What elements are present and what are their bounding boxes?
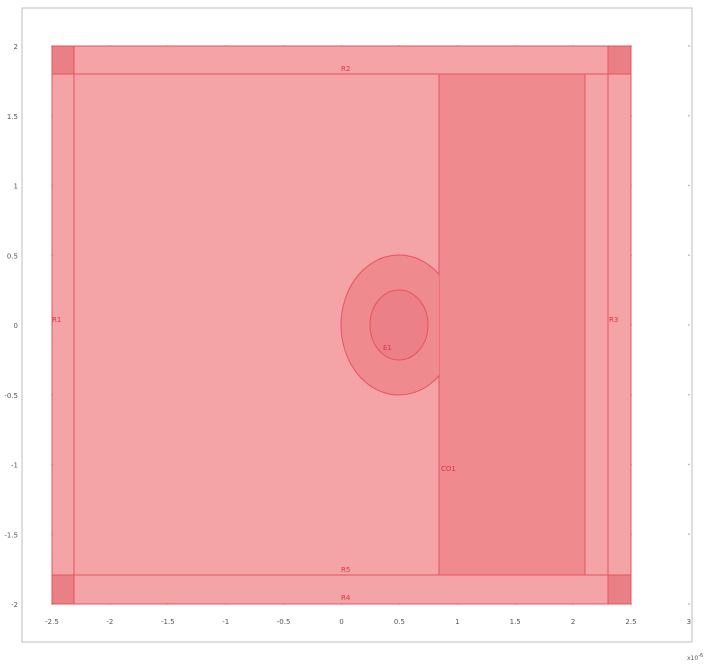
- plot-frame: [21, 7, 693, 643]
- grid-dot: [688, 254, 690, 257]
- grid-dot: [688, 393, 690, 396]
- grid-dot: [688, 533, 690, 536]
- x-tick-label: 1.5: [510, 618, 521, 626]
- y-tick-label: -2: [11, 601, 18, 609]
- label-e1: E1: [383, 344, 392, 352]
- x-tick-label: -1: [222, 618, 229, 626]
- x-tick-label: -2.5: [45, 618, 59, 626]
- y-tick-label: 0: [14, 322, 18, 330]
- y-tick-label: 2: [14, 43, 18, 51]
- x-tick-label: 3: [687, 618, 691, 626]
- x-tick-label: 2.5: [625, 618, 636, 626]
- x-axis-ticks: -2.5 -2 -1.5 -1 -0.5 0 0.5 1 1.5 2 2.5 3: [45, 618, 691, 626]
- y-tick-label: -1.5: [4, 531, 18, 539]
- co1-domain[interactable]: [438, 73, 586, 576]
- grid-dot: [688, 463, 690, 466]
- label-r3: R3: [609, 316, 618, 324]
- y-tick-label: -1: [11, 462, 18, 470]
- grid-dot: [688, 45, 690, 47]
- y-tick-label: 0.5: [7, 252, 18, 260]
- x-tick-label: -1.5: [161, 618, 175, 626]
- label-co1: CO1: [441, 465, 456, 473]
- corner-bottom-left[interactable]: [51, 574, 75, 605]
- corner-top-right[interactable]: [607, 45, 632, 75]
- x-tick-label: 1: [455, 618, 459, 626]
- y-tick-label: -0.5: [4, 392, 18, 400]
- grid-dot: [688, 114, 690, 117]
- grid-dot: [688, 184, 690, 187]
- grid-dot: [688, 603, 690, 605]
- x-tick-label: 2: [571, 618, 575, 626]
- grid-dot: [688, 324, 690, 326]
- y-tick-label: 1.5: [7, 113, 18, 121]
- y-tick-label: 1: [14, 183, 18, 191]
- corner-bottom-right[interactable]: [607, 574, 632, 605]
- label-r4: R4: [341, 594, 351, 602]
- corner-top-left[interactable]: [51, 45, 75, 75]
- e1-inner-ellipse[interactable]: [369, 289, 429, 361]
- x-tick-label: 0.5: [394, 618, 405, 626]
- label-r2: R2: [341, 65, 350, 73]
- label-r1: R1: [52, 316, 61, 324]
- label-r5: R5: [341, 566, 350, 574]
- x-tick-label: 0: [339, 618, 343, 626]
- x-tick-label: -2: [106, 618, 113, 626]
- x-axis-multiplier: x10-6: [687, 653, 703, 662]
- y-axis-ticks: 2 1.5 1 0.5 0 -0.5 -1 -1.5 -2: [4, 43, 18, 609]
- x-tick-label: -0.5: [277, 618, 291, 626]
